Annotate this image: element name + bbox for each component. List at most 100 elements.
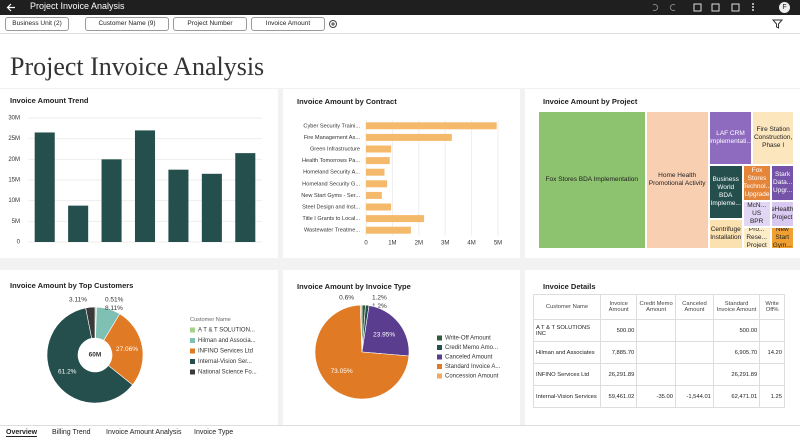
title-area	[0, 34, 800, 88]
legend-swatch	[190, 338, 195, 343]
table-cell: 26,291.89	[712, 363, 761, 386]
legend-swatch	[190, 327, 195, 333]
panel-title: Invoice Amount by Top Customers	[10, 281, 134, 290]
panel-title: Invoice Amount by Project	[543, 97, 638, 106]
table-cell: A T & T SOLUTIONS INC	[533, 319, 601, 342]
center-label: 60M	[89, 352, 102, 359]
bar	[101, 159, 122, 242]
x-tick-label: 5M	[494, 241, 502, 247]
table-cell: 500.00	[712, 319, 761, 342]
legend-label: Write-Off Amount	[445, 336, 491, 342]
y-tick-label: 30M	[8, 116, 20, 122]
tab[interactable]: Invoice Amount Analysis	[106, 429, 182, 436]
treemap-tile: McN... US BPR	[742, 201, 771, 227]
table-cell: 1.25	[759, 385, 785, 408]
pie-slice	[85, 306, 96, 339]
bar	[366, 191, 382, 199]
data-label: 1.2%	[372, 295, 387, 302]
treemap: Fox Stores BDA Implementation Home Health…	[538, 111, 794, 249]
table-cell	[674, 341, 714, 364]
panel-title: Invoice Details	[543, 282, 596, 291]
bar	[366, 157, 390, 165]
table-cell: 62,471.01	[712, 385, 761, 408]
filter-chip[interactable]: Business Unit (2)	[5, 17, 69, 31]
title-part: Amount by Invoice Type	[324, 282, 411, 291]
table-cell: 14.20	[759, 341, 785, 364]
x-tick-label: 3M	[441, 241, 449, 247]
data-label: 3.11%	[69, 297, 87, 304]
treemap-tile: Fox Stores BDA Implementation	[538, 111, 646, 249]
table-cell: 500.00	[599, 319, 638, 342]
table-cell: Internal-Vision Services	[533, 385, 601, 408]
data-label: 0.51%	[105, 297, 124, 304]
treemap-tile: Home Health Promotional Activity	[645, 111, 709, 249]
y-tick-label: Title I Grants to Local...	[302, 216, 360, 222]
data-label: 61.2%	[58, 369, 77, 376]
column-header: Credit Memo Amount	[636, 294, 676, 320]
filter-icon[interactable]	[772, 19, 784, 29]
back-icon[interactable]	[6, 3, 16, 12]
toolbar-icons[interactable]	[650, 2, 770, 13]
table-cell	[674, 319, 714, 342]
table-cell: -35.00	[636, 385, 676, 408]
treemap-tile: Fox Stores Technol... Upgrade	[742, 165, 772, 201]
legend-label: Credit Memo Amo...	[445, 345, 498, 351]
bar	[366, 133, 452, 141]
bar	[34, 132, 55, 242]
bar	[168, 169, 189, 242]
table-cell	[674, 363, 714, 386]
legend-label: Hilman and Associa...	[198, 338, 256, 344]
bar	[134, 130, 156, 242]
bar	[366, 122, 497, 130]
table-cell: -1,544.01	[674, 385, 714, 408]
table-cell: 59,461.02	[599, 385, 638, 408]
table-cell	[636, 363, 676, 386]
table-cell: 26,291.89	[599, 363, 638, 386]
legend-swatch	[437, 345, 442, 350]
tab[interactable]: Overview	[6, 429, 38, 437]
table-row: A T & T SOLUTIONS INC 500.00 500.00	[533, 319, 785, 342]
legend-swatch	[437, 354, 442, 360]
legend-label: INFINO Services Ltd	[198, 349, 253, 355]
page-title: Project Invoice Analysis	[10, 52, 265, 81]
table-cell	[636, 341, 676, 364]
add-filter[interactable]	[328, 19, 338, 29]
tab-bar	[0, 425, 800, 440]
panel-title: Invoice Amount by Contract	[297, 97, 397, 106]
y-tick-label: 15M	[8, 178, 20, 184]
pie-slice	[103, 313, 144, 386]
table-cell: 6,905.70	[712, 341, 761, 364]
legend-label: Internal-Vision Ser...	[198, 359, 252, 365]
legend-swatch	[190, 348, 195, 354]
x-tick-label: 4M	[467, 241, 475, 247]
table-cell: 7,885.70	[599, 341, 638, 364]
treemap-tile: LAF CRM Implementati...	[708, 111, 753, 165]
table-cell	[636, 319, 676, 342]
table-cell: Hilman and Associates	[533, 341, 601, 364]
bar	[366, 145, 392, 153]
user-avatar[interactable]: F	[779, 2, 790, 13]
treemap-tile: Pro... Rese... Project	[742, 226, 771, 249]
title-part: Invoice	[297, 282, 323, 291]
pie-slice	[359, 304, 363, 353]
legend-label: Canceled Amount	[445, 355, 493, 361]
table-box: Customer Name Invoice Amount Credit Memo A…	[533, 294, 791, 412]
column-header: Customer Name	[533, 294, 601, 320]
treemap-tile: New Start Gym...	[770, 227, 794, 249]
legend-swatch	[190, 359, 195, 364]
data-label: 23.95%	[373, 331, 395, 338]
table-cell	[759, 319, 785, 342]
bar	[201, 173, 222, 242]
column-header: Canceled Amount	[674, 294, 714, 320]
panel-title: Invoice Amount Trend	[10, 96, 89, 105]
x-tick-label: 2M	[415, 241, 423, 247]
bar	[366, 226, 411, 234]
tab[interactable]: Billing Trend	[52, 429, 91, 436]
filter-chip[interactable]: Project Number	[173, 17, 247, 31]
filter-chip[interactable]: Invoice Amount	[251, 17, 325, 31]
y-tick-label: Cyber Security Traini...	[303, 123, 360, 129]
data-label: 73.05%	[331, 368, 353, 375]
tab[interactable]: Invoice Type	[194, 429, 234, 436]
filter-chip[interactable]: Customer Name (9)	[85, 17, 169, 31]
